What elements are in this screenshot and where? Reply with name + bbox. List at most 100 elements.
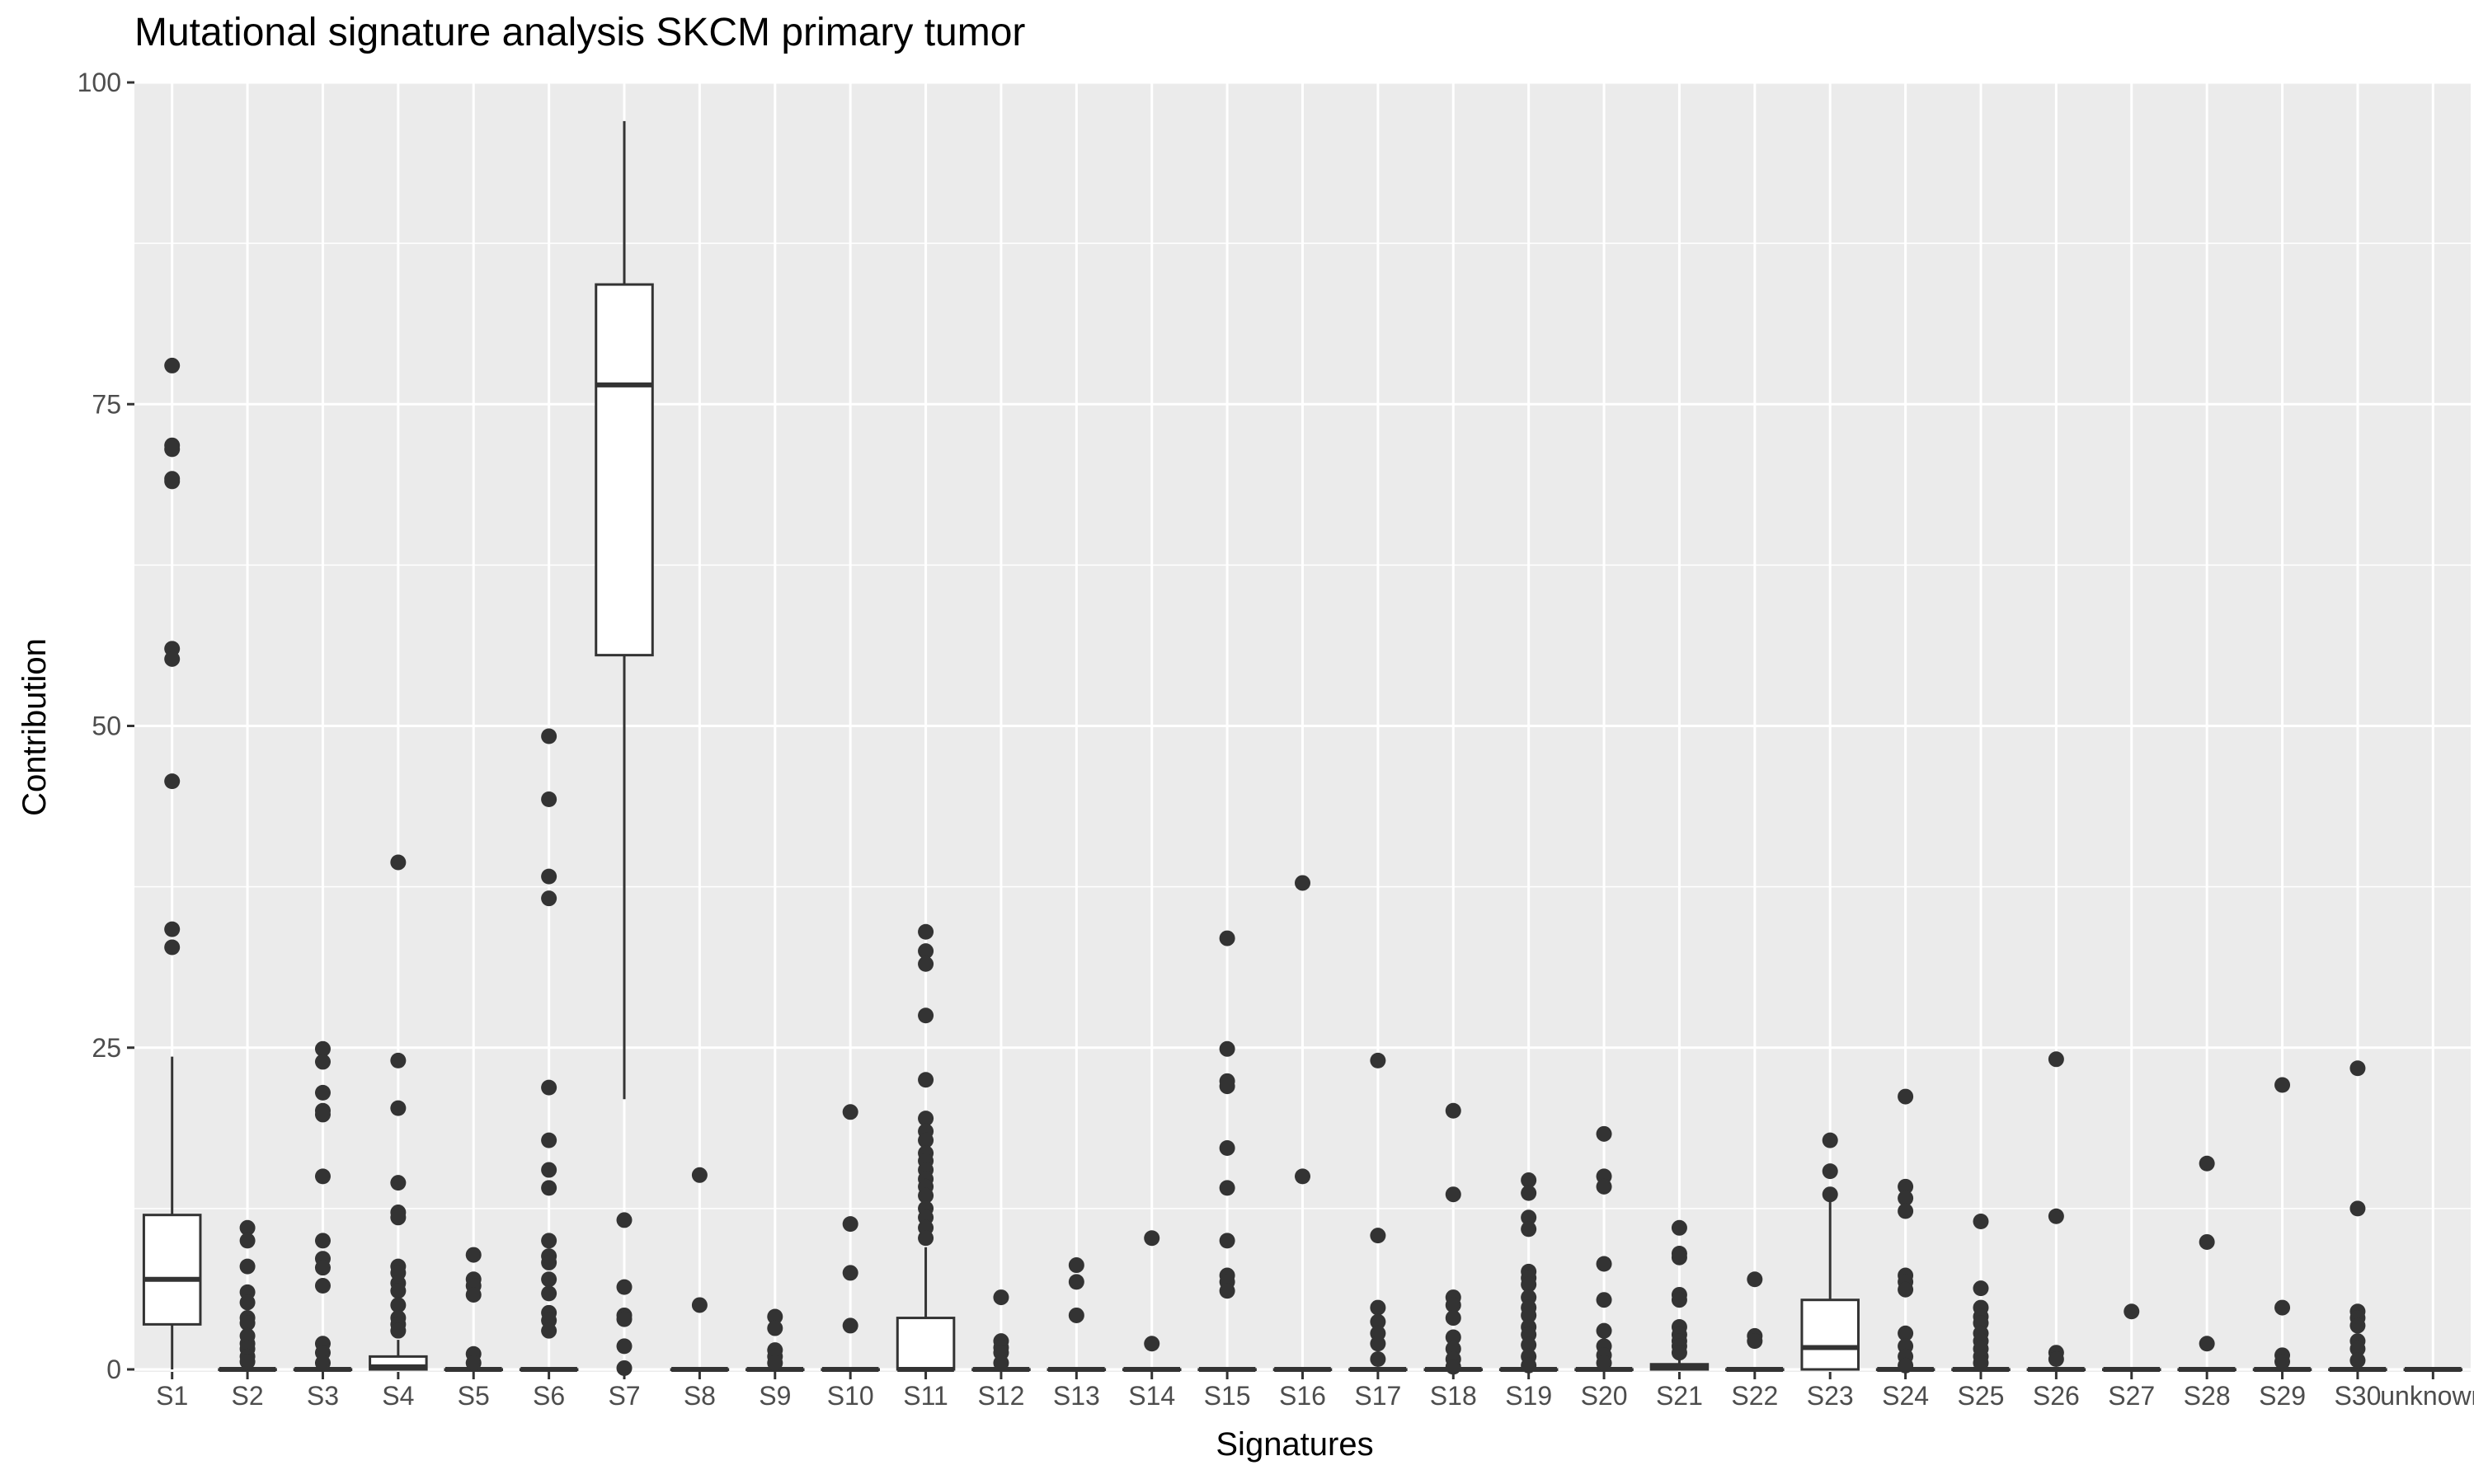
outlier-point — [1521, 1336, 1537, 1353]
x-tick-label-S24: S24 — [1882, 1381, 1929, 1411]
x-tick-label-S26: S26 — [2033, 1381, 2080, 1411]
box-S12 — [971, 1289, 1031, 1372]
x-tick-label-S12: S12 — [977, 1381, 1024, 1411]
x-tick-label-S11: S11 — [903, 1381, 948, 1411]
outlier-point — [1370, 1228, 1386, 1244]
outlier-point — [842, 1104, 858, 1120]
outlier-point — [1596, 1125, 1612, 1142]
outlier-point — [2349, 1341, 2366, 1357]
outlier-point — [2124, 1303, 2140, 1320]
outlier-point — [541, 890, 557, 907]
outlier-point — [541, 868, 557, 885]
outlier-point — [918, 956, 934, 972]
y-tick-label: 25 — [92, 1033, 121, 1063]
outlier-point — [2274, 1299, 2291, 1316]
outlier-point — [993, 1355, 1009, 1371]
box-S28 — [2177, 1155, 2236, 1372]
outlier-point — [1898, 1190, 1914, 1206]
outlier-point — [239, 1219, 256, 1236]
outlier-point — [541, 1322, 557, 1339]
box-S15 — [1197, 930, 1257, 1372]
outlier-point — [541, 1233, 557, 1249]
outlier-point — [767, 1355, 783, 1371]
outlier-point — [1521, 1276, 1537, 1293]
outlier-point — [314, 1168, 331, 1185]
x-tick-label-S30: S30 — [2334, 1381, 2381, 1411]
outlier-point — [767, 1308, 783, 1325]
x-tick-label-S7: S7 — [608, 1381, 640, 1411]
outlier-point — [1445, 1329, 1461, 1345]
outlier-point — [2048, 1208, 2064, 1224]
outlier-point — [1219, 1283, 1235, 1299]
outlier-point — [2274, 1077, 2291, 1093]
outlier-point — [164, 921, 181, 937]
box-S29 — [2252, 1077, 2312, 1372]
outlier-point — [1898, 1325, 1914, 1341]
outlier-point — [918, 1132, 934, 1148]
outlier-point — [2349, 1317, 2366, 1334]
outlier-point — [918, 1230, 934, 1247]
box-S14 — [1122, 1230, 1182, 1372]
x-tick-label-S25: S25 — [1958, 1381, 2005, 1411]
outlier-point — [1822, 1186, 1838, 1203]
outlier-point — [541, 1285, 557, 1302]
outlier-point — [691, 1167, 708, 1183]
outlier-point — [616, 1338, 633, 1355]
outlier-point — [691, 1297, 708, 1313]
x-tick-label-S14: S14 — [1128, 1381, 1175, 1411]
outlier-point — [918, 1007, 934, 1024]
outlier-point — [164, 650, 181, 667]
outlier-point — [993, 1289, 1009, 1306]
outlier-point — [1445, 1102, 1461, 1119]
box-unknown — [2403, 1367, 2463, 1372]
box-S5 — [444, 1247, 504, 1372]
outlier-point — [390, 1297, 407, 1313]
outlier-point — [239, 1315, 256, 1331]
x-tick-label-S16: S16 — [1279, 1381, 1326, 1411]
x-tick-label-S3: S3 — [307, 1381, 339, 1411]
outlier-point — [1370, 1299, 1386, 1316]
outlier-point — [541, 1271, 557, 1288]
outlier-point — [314, 1084, 331, 1101]
outlier-point — [2274, 1354, 2291, 1370]
outlier-point — [1219, 1040, 1235, 1057]
outlier-point — [1898, 1178, 1914, 1195]
outlier-point — [1822, 1132, 1838, 1148]
outlier-point — [2349, 1060, 2366, 1077]
outlier-point — [1445, 1297, 1461, 1313]
y-axis-title: Contribution — [16, 638, 53, 816]
outlier-point — [314, 1260, 331, 1276]
axes: 0 25 50 75 100 S1 S2 S3 S4 S5 S6 S7 S8 S9 S10 S11 S12 S13… — [78, 68, 2474, 1411]
outlier-point — [1370, 1052, 1386, 1068]
outlier-point — [541, 1079, 557, 1096]
box-S16 — [1272, 875, 1333, 1372]
outlier-point — [1822, 1163, 1838, 1180]
outlier-point — [164, 441, 181, 458]
outlier-point — [1521, 1357, 1537, 1374]
box-iqr — [595, 283, 654, 657]
outlier-point — [1219, 1180, 1235, 1196]
outlier-point — [1898, 1357, 1914, 1374]
outlier-point — [541, 1180, 557, 1196]
x-tick-label-S22: S22 — [1731, 1381, 1778, 1411]
box-iqr — [1800, 1298, 1860, 1371]
outlier-point — [616, 1279, 633, 1295]
x-tick-label-S29: S29 — [2259, 1381, 2306, 1411]
outlier-point — [390, 1209, 407, 1226]
y-tick-label: 50 — [92, 711, 121, 741]
box-iqr — [896, 1317, 956, 1371]
outlier-point — [390, 1100, 407, 1116]
outlier-point — [1898, 1281, 1914, 1298]
outlier-point — [616, 1311, 633, 1327]
outlier-point — [1521, 1209, 1537, 1226]
outlier-point — [1973, 1355, 1989, 1371]
x-tick-label-S2: S2 — [232, 1381, 264, 1411]
outlier-point — [1295, 875, 1310, 891]
box-S24 — [1875, 1088, 1935, 1374]
outlier-point — [1671, 1292, 1687, 1308]
outlier-point — [1596, 1256, 1612, 1272]
outlier-point — [1973, 1213, 1989, 1229]
outlier-point — [1521, 1185, 1537, 1201]
box-S19 — [1498, 1172, 1559, 1374]
x-tick-label-S17: S17 — [1354, 1381, 1401, 1411]
